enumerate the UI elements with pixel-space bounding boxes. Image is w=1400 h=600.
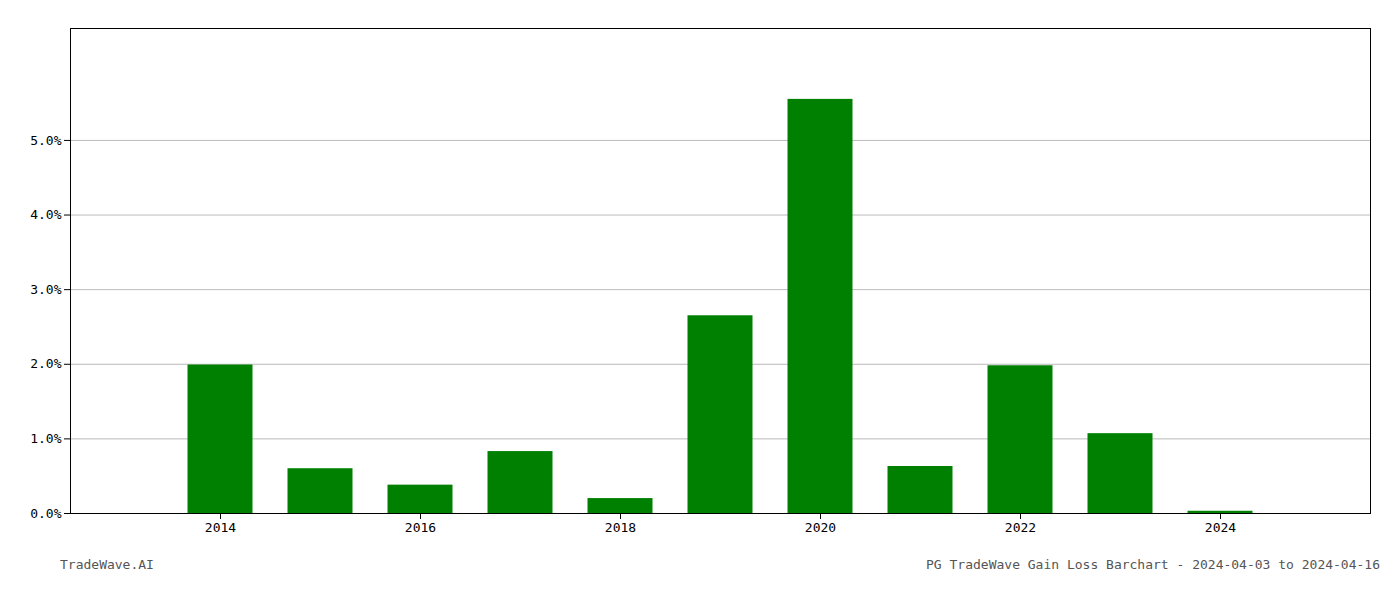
svg-text:2016: 2016 — [405, 520, 436, 535]
svg-text:4.0%: 4.0% — [30, 207, 61, 222]
svg-text:5.0%: 5.0% — [30, 133, 61, 148]
html-text:PG TradeWave Gain Loss Barchar: PG TradeWave Gain Loss Barchart - 2024-0… — [926, 557, 1380, 572]
svg-text:2020: 2020 — [805, 520, 836, 535]
svg-text:2024: 2024 — [1205, 520, 1236, 535]
svg-text:3.0%: 3.0% — [30, 282, 61, 297]
svg-text:0.0%: 0.0% — [30, 506, 61, 521]
svg-text:2022: 2022 — [1005, 520, 1036, 535]
svg-text:2018: 2018 — [605, 520, 636, 535]
svg-text:1.0%: 1.0% — [30, 431, 61, 446]
svg-text:2.0%: 2.0% — [30, 356, 61, 371]
svg-text:2014: 2014 — [205, 520, 236, 535]
html-text:TradeWave.AI: TradeWave.AI — [60, 557, 154, 572]
